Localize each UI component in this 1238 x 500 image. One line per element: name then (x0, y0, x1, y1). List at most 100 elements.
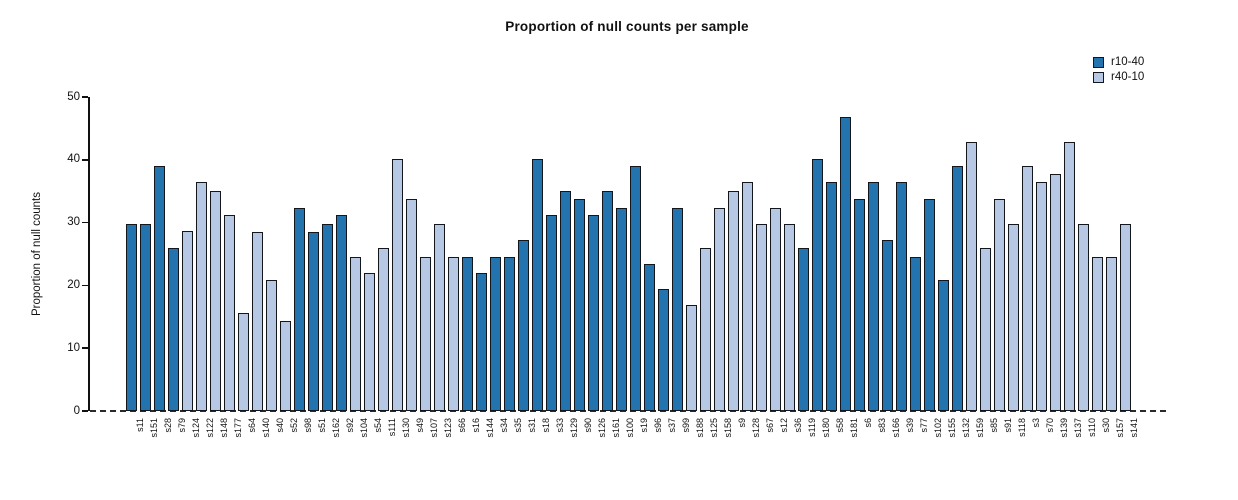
x-tick-label-s144: s144 (485, 418, 495, 438)
x-tick-label-s162: s162 (331, 418, 341, 438)
x-tick-label-s52: s52 (289, 418, 299, 433)
y-tick-50 (82, 96, 88, 98)
x-tick-label-s92: s92 (345, 418, 355, 433)
bar-s11 (126, 223, 137, 411)
x-tick-label-s3: s3 (1031, 418, 1041, 428)
x-tick-label-s96: s96 (653, 418, 663, 433)
bar-s125 (700, 247, 711, 411)
x-tick-label-s33: s33 (555, 418, 565, 433)
bar-s110 (1078, 223, 1089, 411)
bar-s16 (462, 256, 473, 411)
bar-s140 (252, 232, 263, 411)
y-tick-label-0: 0 (73, 404, 80, 417)
x-tick-label-s137: s137 (1073, 418, 1083, 438)
bar-s151 (140, 223, 151, 411)
x-tick-label-s123: s123 (443, 418, 453, 438)
x-tick-label-s40: s40 (275, 418, 285, 433)
bar-s91 (994, 198, 1005, 411)
y-tick-label-20: 20 (67, 278, 80, 291)
x-tick-label-s99: s99 (681, 418, 691, 433)
x-tick-label-s30: s30 (1101, 418, 1111, 433)
bar-s85 (980, 247, 991, 411)
x-tick-label-s51: s51 (317, 418, 327, 433)
bar-s139 (1050, 174, 1061, 411)
x-tick-label-s79: s79 (177, 418, 187, 433)
legend-swatch-r40-10 (1093, 71, 1104, 83)
x-tick-label-s102: s102 (933, 418, 943, 438)
bar-s49 (406, 198, 417, 411)
x-tick-label-s98: s98 (303, 418, 313, 433)
bar-s66 (448, 256, 459, 411)
y-tick-label-10: 10 (67, 341, 80, 354)
bar-s99 (672, 207, 683, 411)
bar-s83 (868, 182, 879, 411)
bar-s118 (1008, 223, 1019, 411)
x-tick-label-s11: s11 (135, 418, 145, 432)
x-tick-label-s49: s49 (415, 418, 425, 433)
bar-s137 (1064, 142, 1075, 411)
x-tick-label-s151: s151 (149, 418, 159, 438)
bar-s35 (504, 256, 515, 411)
x-tick-label-s66: s66 (457, 418, 467, 433)
bar-s188 (686, 305, 697, 411)
x-tick-label-s91: s91 (1003, 418, 1013, 433)
x-tick-label-s34: s34 (499, 418, 509, 433)
x-tick-label-s128: s128 (751, 418, 761, 438)
bar-s92 (336, 215, 347, 411)
x-tick-label-s166: s166 (891, 418, 901, 438)
x-tick-label-s181: s181 (849, 418, 859, 438)
bar-s123 (434, 223, 445, 411)
bar-s30 (1092, 256, 1103, 411)
bar-s130 (392, 158, 403, 411)
x-tick-label-s54: s54 (373, 418, 383, 433)
bar-s54 (364, 272, 375, 411)
bar-s34 (490, 256, 501, 411)
bar-s180 (812, 158, 823, 411)
bar-s126 (588, 215, 599, 411)
bar-s36 (784, 223, 795, 411)
chart-title: Proportion of null counts per sample (505, 19, 749, 34)
bar-s107 (420, 256, 431, 411)
bar-s12 (770, 207, 781, 411)
bar-s141 (1120, 223, 1131, 411)
x-tick-label-s125: s125 (709, 418, 719, 438)
bar-s100 (616, 207, 627, 411)
x-tick-label-s111: s111 (387, 418, 397, 437)
x-tick-label-s148: s148 (219, 418, 229, 438)
bar-s64 (238, 313, 249, 411)
x-tick-label-s141: s141 (1129, 418, 1139, 438)
x-tick-label-s132: s132 (961, 418, 971, 438)
x-tick-label-s122: s122 (205, 418, 215, 438)
x-tick-label-s36: s36 (793, 418, 803, 433)
bar-s3 (1022, 166, 1033, 411)
bar-s144 (476, 272, 487, 411)
x-tick-label-s31: s31 (527, 418, 537, 433)
x-tick-label-s118: s118 (1017, 418, 1027, 437)
bar-s155 (938, 280, 949, 411)
x-tick-label-s70: s70 (1045, 418, 1055, 433)
x-tick-label-s129: s129 (569, 418, 579, 438)
bar-s9 (728, 191, 739, 411)
bar-s39 (896, 182, 907, 411)
bar-s102 (924, 198, 935, 411)
x-tick-label-s104: s104 (359, 418, 369, 438)
bar-s58 (826, 182, 837, 411)
bar-s181 (840, 117, 851, 411)
y-tick-0 (82, 410, 88, 412)
x-tick-label-s107: s107 (429, 418, 439, 438)
x-tick-label-s157: s157 (1115, 418, 1125, 438)
legend-label: r10-40 (1111, 56, 1145, 68)
y-tick-label-40: 40 (67, 153, 80, 166)
bar-s18 (532, 158, 543, 411)
bar-s6 (854, 198, 865, 411)
x-tick-label-s158: s158 (723, 418, 733, 438)
bar-s122 (196, 182, 207, 411)
x-tick-label-s100: s100 (625, 418, 635, 438)
bar-s70 (1036, 182, 1047, 411)
x-tick-label-s58: s58 (835, 418, 845, 433)
y-axis-line (88, 97, 90, 411)
bar-s28 (154, 166, 165, 411)
bar-s77 (910, 256, 921, 411)
bar-s37 (658, 288, 669, 411)
